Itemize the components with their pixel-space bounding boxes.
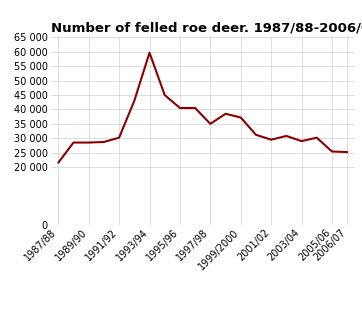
Text: Number of felled roe deer. 1987/88-2006/07: Number of felled roe deer. 1987/88-2006/… <box>51 22 362 35</box>
